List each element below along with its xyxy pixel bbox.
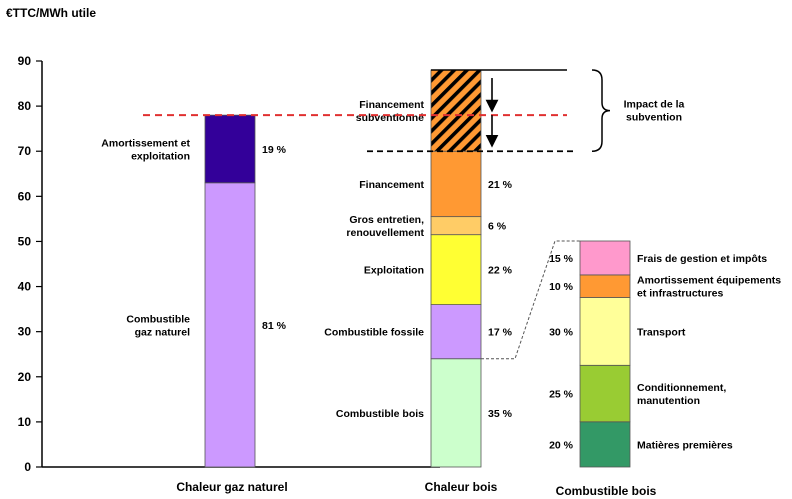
- segment-percent: 19 %: [262, 144, 287, 156]
- subsidy-label: Impact de la: [624, 99, 685, 111]
- bar-segment-financement: [430, 150, 482, 218]
- bar-segment-fossile: [430, 304, 482, 360]
- breakdown-segment-frais: [579, 240, 631, 276]
- breakdown-label: Conditionnement,: [637, 382, 726, 394]
- bar-segment-gaz_amortissement: [204, 114, 256, 184]
- breakdown-label: Transport: [637, 326, 686, 338]
- breakdown-label: Amortissement équipements: [637, 275, 781, 287]
- segment-percent: 81 %: [262, 320, 287, 332]
- breakdown-label: manutention: [637, 395, 700, 407]
- breakdown-segment-transport: [579, 297, 631, 366]
- bar-segment-gaz_combustible: [204, 182, 256, 468]
- y-axis: 0 10 20 30 40 50 60 70 80 90: [18, 54, 440, 474]
- y-tick-label: 80: [18, 99, 32, 113]
- bar-segment-gros_entretien: [430, 216, 482, 236]
- segment-percent: 6 %: [488, 221, 507, 233]
- category-label: Combustible bois: [556, 484, 657, 498]
- segment-label: renouvellement: [346, 227, 424, 239]
- breakdown-percent: 20 %: [549, 439, 574, 451]
- segment-label: Combustible bois: [336, 408, 424, 420]
- segment-label: Exploitation: [364, 265, 424, 277]
- breakdown-percent: 15 %: [549, 253, 574, 265]
- segment-percent: 17 %: [488, 327, 513, 339]
- breakdown-segment-matieres: [579, 421, 631, 468]
- breakdown-percent: 10 %: [549, 281, 574, 293]
- y-tick-label: 50: [18, 234, 32, 248]
- y-tick-label: 20: [18, 370, 32, 384]
- breakdown-percent: 25 %: [549, 389, 574, 401]
- bar-segment-exploitation: [430, 234, 482, 306]
- segment-label: Combustible: [126, 313, 190, 325]
- y-tick-label: 70: [18, 144, 32, 158]
- breakdown-connector: [481, 240, 580, 360]
- y-axis-label: €TTC/MWh utile: [6, 6, 96, 20]
- bar-segment-bois_combustible: [430, 358, 482, 468]
- breakdown-label: et infrastructures: [637, 288, 724, 300]
- segment-label: exploitation: [131, 150, 190, 162]
- breakdown-percent: 30 %: [549, 326, 574, 338]
- breakdown-bar: 20 % Matières premières 25 % Conditionnemen…: [481, 240, 781, 498]
- bar-segment-financement_subventionne: [430, 69, 482, 152]
- y-tick-label: 30: [18, 325, 32, 339]
- breakdown-segment-conditionnement: [579, 364, 631, 423]
- y-tick-label: 0: [24, 460, 31, 474]
- segment-label: subventionné: [356, 112, 424, 124]
- segment-label: Financement: [359, 179, 424, 191]
- y-tick-label: 60: [18, 189, 32, 203]
- breakdown-label: Frais de gestion et impôts: [637, 253, 767, 265]
- segment-label: Financement: [359, 99, 424, 111]
- y-tick-label: 90: [18, 54, 32, 68]
- segment-percent: 35 %: [488, 408, 513, 420]
- category-label: Chaleur bois: [425, 480, 498, 494]
- breakdown-label: Matières premières: [637, 439, 733, 451]
- segment-label: Amortissement et: [101, 137, 190, 149]
- subsidy-label: subvention: [626, 112, 682, 124]
- breakdown-segment-amortissement_equipements: [579, 274, 631, 298]
- segment-label: Combustible fossile: [324, 327, 424, 339]
- segment-label: gaz naturel: [135, 326, 191, 338]
- brace-icon: [591, 69, 611, 152]
- segment-percent: 22 %: [488, 265, 513, 277]
- category-label: Chaleur gaz naturel: [176, 480, 287, 494]
- segment-percent: 21 %: [488, 179, 513, 191]
- segment-label: Gros entretien,: [349, 214, 424, 226]
- y-tick-label: 40: [18, 280, 32, 294]
- y-tick-label: 10: [18, 415, 32, 429]
